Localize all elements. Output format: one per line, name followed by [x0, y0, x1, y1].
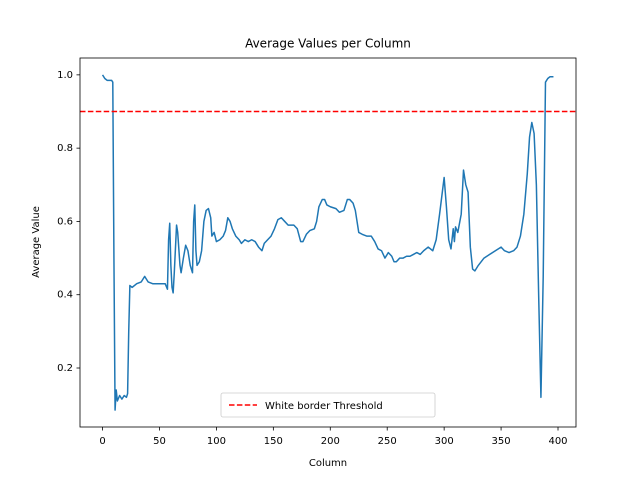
chart-title: Average Values per Column [245, 37, 411, 51]
x-tick-label: 250 [378, 436, 397, 447]
legend-label: White border Threshold [265, 401, 383, 412]
x-tick-label: 400 [548, 436, 567, 447]
data-line [101, 74, 554, 411]
x-tick-label: 200 [321, 436, 340, 447]
x-tick-label: 50 [153, 436, 166, 447]
x-tick-label: 350 [492, 436, 511, 447]
x-axis-label: Column [309, 458, 347, 469]
y-tick-label: 0.6 [57, 216, 73, 227]
y-tick-label: 0.2 [57, 363, 73, 374]
x-tick-label: 150 [264, 436, 283, 447]
x-tick-label: 100 [207, 436, 226, 447]
legend-box [220, 392, 436, 418]
y-tick-label: 0.8 [57, 143, 73, 154]
x-tick-label: 300 [435, 436, 454, 447]
y-axis-label: Average Value [31, 206, 42, 278]
y-tick-label: 1.0 [57, 70, 73, 81]
y-tick-label: 0.4 [57, 290, 73, 301]
plot-frame [79, 57, 577, 428]
x-tick-label: 0 [99, 436, 105, 447]
